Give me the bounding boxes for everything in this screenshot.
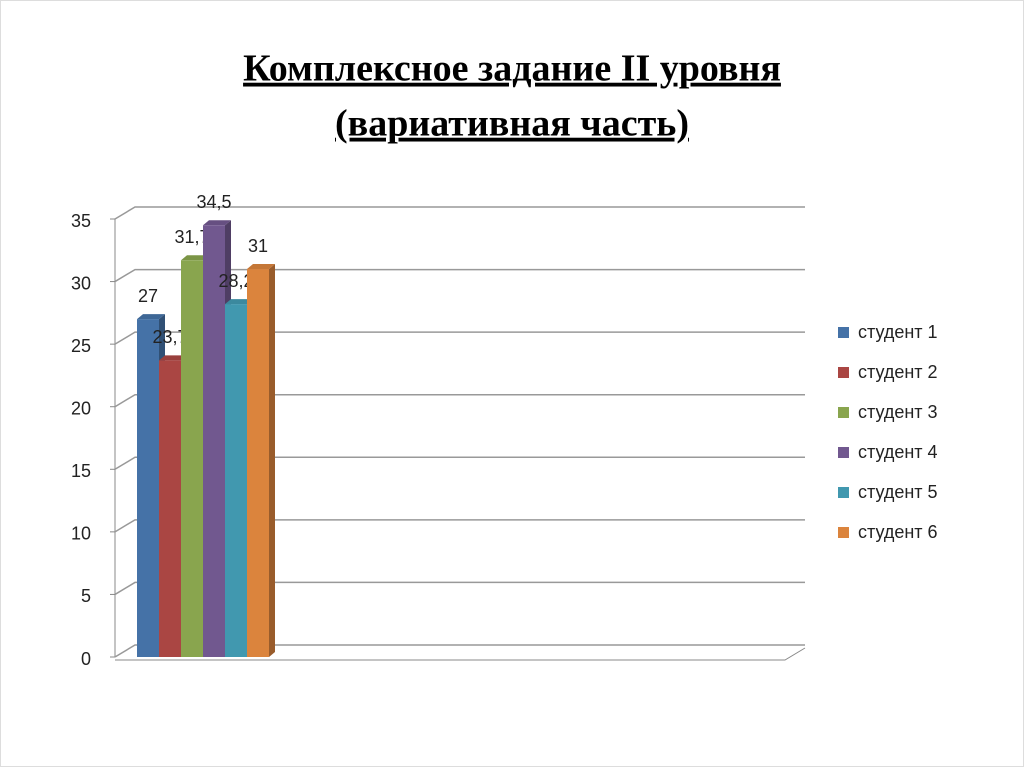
legend-label: студент 1 [858,322,938,342]
legend-label: студент 6 [858,522,938,542]
y-tick-label: 35 [71,211,91,231]
bar-side [269,264,275,657]
bar-top [247,264,275,270]
chart-title: (вариативная часть) [335,103,689,145]
bar [137,319,159,657]
grid-line [114,581,805,596]
bar-top [181,255,209,261]
bar-top [159,355,187,361]
legend-swatch [838,487,849,498]
y-tick-label: 5 [81,586,91,606]
chart-title: Комплексное задание II уровня [243,48,781,90]
data-label: 28,2 [218,271,253,291]
legend-label: студент 2 [858,362,938,382]
grid-line [114,644,805,658]
bar [203,225,225,657]
bar [247,269,269,657]
grid-line [114,268,805,283]
data-label: 27 [138,286,158,306]
data-label: 31 [248,236,268,256]
legend-label: студент 3 [858,402,938,422]
grid-line [114,456,805,470]
legend-swatch [838,527,849,538]
bar [181,260,203,657]
grid-line [114,331,805,345]
bar [225,304,247,657]
data-label: 34,5 [196,192,231,212]
y-tick-label: 30 [71,273,91,293]
grid-line [114,393,805,408]
legend-label: студент 5 [858,482,938,502]
bar [159,360,181,657]
bar-top [225,299,253,305]
y-tick-label: 0 [81,649,91,669]
bar-top [137,314,165,320]
data-label: 31,7 [174,227,209,247]
legend-label: студент 4 [858,442,938,462]
floor [115,647,806,661]
y-tick-label: 15 [71,461,91,481]
y-tick-label: 25 [71,336,91,356]
legend-swatch [838,327,849,338]
bar-top [203,220,231,226]
legend-swatch [838,367,849,378]
legend-swatch [838,407,849,418]
y-tick-label: 20 [71,398,91,418]
grid-line [114,206,805,220]
y-tick-label: 10 [71,524,91,544]
grid-line [114,519,805,533]
data-label: 23,7 [152,327,187,347]
legend-swatch [838,447,849,458]
